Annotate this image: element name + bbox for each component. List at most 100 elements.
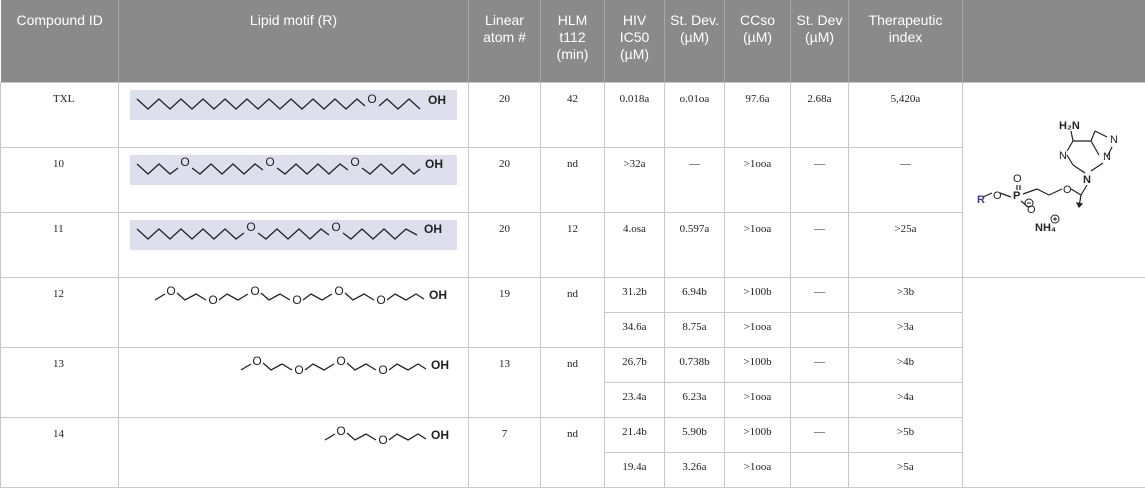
svg-text:OH: OH (424, 222, 442, 236)
lipid-motif: O OH (119, 82, 469, 147)
ic50-value: 23.4a (605, 382, 665, 417)
hlm-value: nd (541, 347, 605, 417)
compound-id: 14 (1, 417, 119, 487)
ti-value: >3a (849, 312, 963, 347)
svg-text:N: N (1083, 174, 1091, 186)
svg-text:O: O (252, 354, 261, 368)
svg-text:N: N (1110, 134, 1118, 146)
hlm-value: nd (541, 277, 605, 347)
svg-text:O: O (331, 220, 340, 234)
svg-text:O: O (250, 284, 259, 298)
ti-value: — (849, 147, 963, 212)
svg-text:O: O (246, 220, 255, 234)
hlm-value: 12 (541, 212, 605, 277)
cc50-value: >100b (725, 277, 791, 312)
sd-value: 3.26a (665, 452, 725, 487)
ic50-value: 0.018a (605, 82, 665, 147)
lipid-motif-13: O O O O OH (127, 352, 457, 382)
cc50-value: >1ooa (725, 147, 791, 212)
compound-id: 13 (1, 347, 119, 417)
sd-value: — (665, 147, 725, 212)
svg-text:O: O (367, 92, 376, 106)
tenofovir-structure: H₂N R O P O O O N N N N NH₄ (963, 82, 1145, 277)
svg-text:NH₄: NH₄ (1035, 222, 1056, 234)
svg-text:O: O (166, 284, 175, 298)
svg-text:O: O (265, 155, 274, 169)
svg-text:O: O (336, 354, 345, 368)
svg-text:O: O (378, 363, 387, 377)
linear-atom: 20 (469, 147, 541, 212)
lipid-motif-11: O O OH (127, 217, 457, 251)
ic50-value: 19.4a (605, 452, 665, 487)
svg-text:O: O (336, 424, 345, 438)
linear-atom: 13 (469, 347, 541, 417)
ic50-value: >32a (605, 147, 665, 212)
header-cc50: CCso (µM) (725, 0, 791, 82)
svg-text:O: O (378, 433, 387, 447)
header-hlm: HLM t112 (min) (541, 0, 605, 82)
linear-atom: 7 (469, 417, 541, 487)
svg-text:O: O (350, 155, 359, 169)
lipid-motif: O O O O OH (119, 347, 469, 417)
ic50-value: 31.2b (605, 277, 665, 312)
header-linear-atom: Linear atom # (469, 0, 541, 82)
sd-value: o.01oa (665, 82, 725, 147)
linear-atom: 20 (469, 82, 541, 147)
linear-atom: 20 (469, 212, 541, 277)
sd2-value: — (791, 212, 849, 277)
svg-text:O: O (334, 284, 343, 298)
lipid-motif: O O O OH (119, 147, 469, 212)
lipid-motif: O O O O O O OH (119, 277, 469, 347)
ic50-value: 34.6a (605, 312, 665, 347)
sd2-value (791, 312, 849, 347)
cc50-value: >1ooa (725, 312, 791, 347)
sd-value: 0.597a (665, 212, 725, 277)
header-therapeutic-index: Therapeutic index (849, 0, 963, 82)
cc50-value: 97.6a (725, 82, 791, 147)
svg-text:OH: OH (425, 157, 443, 171)
svg-text:OH: OH (428, 93, 446, 107)
sd2-value (791, 382, 849, 417)
linear-atom: 19 (469, 277, 541, 347)
compound-id: TXL (1, 82, 119, 147)
header-st-dev: St. Dev. (µM) (665, 0, 725, 82)
svg-text:O: O (292, 293, 301, 307)
cc50-value: >100b (725, 417, 791, 452)
svg-text:H₂N: H₂N (1059, 120, 1080, 132)
ti-value: >4a (849, 382, 963, 417)
blank-cell (963, 277, 1145, 487)
svg-text:OH: OH (431, 358, 449, 372)
ic50-value: 4.osa (605, 212, 665, 277)
ti-value: >4b (849, 347, 963, 382)
ti-value: >3b (849, 277, 963, 312)
table-row: 12 O O O O O O (1, 277, 1145, 312)
sd-value: 8.75a (665, 312, 725, 347)
sd-value: 5.90b (665, 417, 725, 452)
lipid-motif: O O OH (119, 417, 469, 487)
svg-text:O: O (376, 293, 385, 307)
lipid-motif-14: O O OH (127, 422, 457, 452)
compound-id: 11 (1, 212, 119, 277)
svg-text:O: O (1063, 184, 1072, 196)
sd-value: 0.738b (665, 347, 725, 382)
lipid-motif-12: O O O O O O OH (127, 282, 457, 312)
svg-text:O: O (1013, 173, 1022, 185)
header-lipid-motif: Lipid motif (R) (119, 0, 469, 82)
hlm-value: 42 (541, 82, 605, 147)
cc50-value: >100b (725, 347, 791, 382)
sd2-value: 2.68a (791, 82, 849, 147)
svg-text:O: O (294, 363, 303, 377)
ti-value: >5a (849, 452, 963, 487)
sd2-value: — (791, 347, 849, 382)
svg-text:OH: OH (429, 288, 447, 302)
ic50-value: 26.7b (605, 347, 665, 382)
sd2-value: — (791, 147, 849, 212)
ti-value: 5,420a (849, 82, 963, 147)
svg-text:OH: OH (431, 428, 449, 442)
cc50-value: >1ooa (725, 452, 791, 487)
compound-id: 10 (1, 147, 119, 212)
header-st-dev-2: St. Dev (µM) (791, 0, 849, 82)
cc50-value: >1ooa (725, 212, 791, 277)
cc50-value: >1ooa (725, 382, 791, 417)
svg-text:P: P (1013, 190, 1020, 202)
